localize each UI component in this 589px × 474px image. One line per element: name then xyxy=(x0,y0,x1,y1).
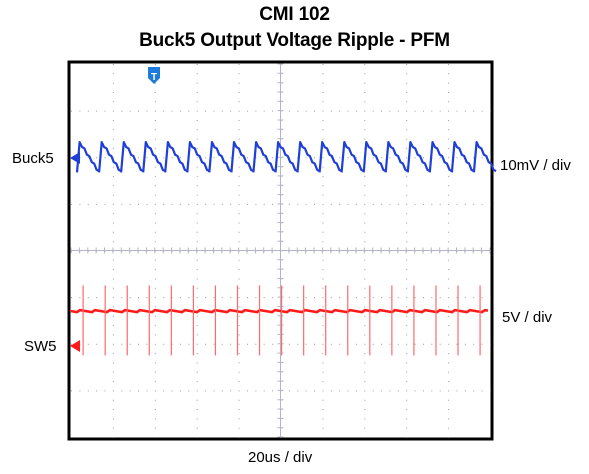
svg-text:T: T xyxy=(151,72,157,83)
buck5-scale-label: 10mV / div xyxy=(500,157,571,174)
x-axis-timebase-label: 20us / div xyxy=(248,449,312,466)
sw5-channel-label: SW5 xyxy=(24,338,57,355)
buck5-channel-label: Buck5 xyxy=(12,150,54,167)
sw5-scale-label: 5V / div xyxy=(502,309,552,326)
